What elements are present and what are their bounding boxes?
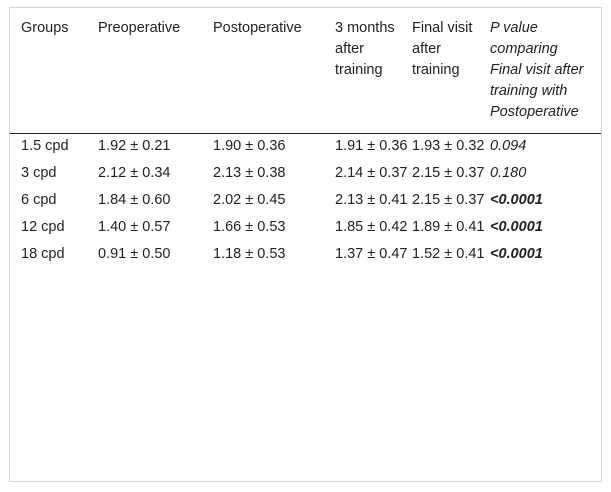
table-row: 18 cpd 0.91 ± 0.50 1.18 ± 0.53 1.37 ± 0.… xyxy=(10,242,601,269)
header-row: Groups Preoperative Postoperative 3 mont… xyxy=(10,8,601,134)
header-3-months: 3 months after training xyxy=(335,20,395,78)
cell-3-months: 1.85 ± 0.42 xyxy=(335,219,408,235)
cell-group: 18 cpd xyxy=(21,246,65,262)
table-row: 3 cpd 2.12 ± 0.34 2.13 ± 0.38 2.14 ± 0.3… xyxy=(10,161,601,188)
cell-group: 3 cpd xyxy=(21,165,57,181)
table-row: 6 cpd 1.84 ± 0.60 2.02 ± 0.45 2.13 ± 0.4… xyxy=(10,188,601,215)
table-row: 12 cpd 1.40 ± 0.57 1.66 ± 0.53 1.85 ± 0.… xyxy=(10,215,601,242)
cell-final-visit: 1.89 ± 0.41 xyxy=(412,219,485,235)
cell-postoperative: 2.13 ± 0.38 xyxy=(213,165,286,181)
cell-final-visit: 2.15 ± 0.37 xyxy=(412,192,485,208)
table-row: 1.5 cpd 1.92 ± 0.21 1.90 ± 0.36 1.91 ± 0… xyxy=(10,134,601,162)
cell-3-months: 1.91 ± 0.36 xyxy=(335,138,408,154)
header-p-value: P value comparing Final visit after trai… xyxy=(490,20,584,120)
cell-postoperative: 1.66 ± 0.53 xyxy=(213,219,286,235)
cell-final-visit: 1.93 ± 0.32 xyxy=(412,138,485,154)
cell-postoperative: 1.90 ± 0.36 xyxy=(213,138,286,154)
cell-final-visit: 1.52 ± 0.41 xyxy=(412,246,485,262)
cell-group: 1.5 cpd xyxy=(21,138,69,154)
cell-3-months: 2.13 ± 0.41 xyxy=(335,192,408,208)
header-postoperative: Postoperative xyxy=(213,20,302,36)
cell-preoperative: 1.84 ± 0.60 xyxy=(98,192,171,208)
cell-p-value: 0.094 xyxy=(490,138,527,154)
cell-preoperative: 2.12 ± 0.34 xyxy=(98,165,171,181)
header-preoperative: Preoperative xyxy=(98,20,181,36)
table-container: Groups Preoperative Postoperative 3 mont… xyxy=(9,7,602,482)
cell-preoperative: 1.92 ± 0.21 xyxy=(98,138,171,154)
results-table: Groups Preoperative Postoperative 3 mont… xyxy=(10,8,601,269)
cell-group: 12 cpd xyxy=(21,219,65,235)
cell-preoperative: 1.40 ± 0.57 xyxy=(98,219,171,235)
cell-p-value: 0.180 xyxy=(490,165,527,181)
cell-final-visit: 2.15 ± 0.37 xyxy=(412,165,485,181)
header-final-visit: Final visit after training xyxy=(412,20,473,78)
cell-group: 6 cpd xyxy=(21,192,57,208)
cell-3-months: 2.14 ± 0.37 xyxy=(335,165,408,181)
cell-p-value: <0.0001 xyxy=(490,219,543,235)
cell-preoperative: 0.91 ± 0.50 xyxy=(98,246,171,262)
cell-postoperative: 2.02 ± 0.45 xyxy=(213,192,286,208)
header-groups: Groups xyxy=(21,20,69,36)
cell-p-value: <0.0001 xyxy=(490,192,543,208)
cell-p-value: <0.0001 xyxy=(490,246,543,262)
cell-3-months: 1.37 ± 0.47 xyxy=(335,246,408,262)
cell-postoperative: 1.18 ± 0.53 xyxy=(213,246,286,262)
